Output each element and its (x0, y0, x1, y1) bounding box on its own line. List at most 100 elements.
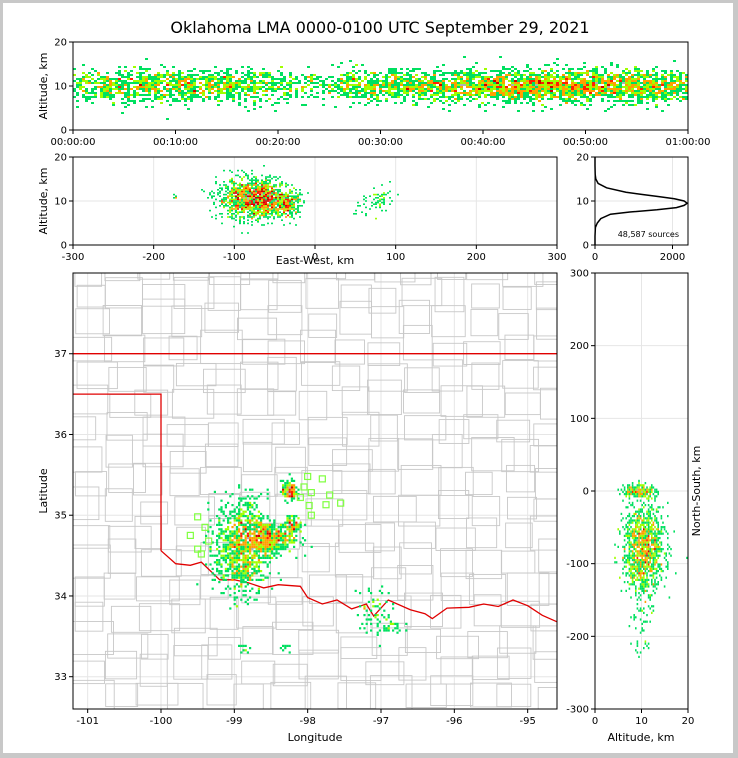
plan-view-bin (251, 537, 254, 540)
plan-view-bin (238, 572, 241, 575)
time-altitude-bin (616, 90, 619, 92)
plan-view-bin (290, 499, 293, 502)
time-altitude-bin (664, 98, 667, 100)
north-south-bin (636, 578, 639, 581)
time-altitude-bin (274, 82, 277, 84)
time-altitude-bin (250, 88, 253, 90)
time-altitude-bin (157, 98, 160, 100)
time-altitude-bin (526, 70, 529, 72)
time-altitude-bin (391, 96, 394, 98)
time-altitude-bin (208, 84, 211, 86)
plan-view-bin (244, 550, 247, 553)
east-west-bin (281, 203, 283, 205)
plan-view-bin (244, 526, 247, 529)
time-altitude-bin (556, 76, 559, 78)
plan-view-bin (224, 515, 227, 518)
east-west-bin (257, 217, 259, 220)
time-altitude-bin (226, 88, 229, 90)
time-altitude-bin (412, 84, 415, 86)
time-altitude-bin (226, 94, 229, 96)
time-altitude-bin (670, 72, 673, 74)
plan-view-bin (249, 534, 252, 537)
east-west-bin (297, 193, 299, 196)
time-altitude-bin (655, 96, 658, 98)
time-altitude-bin (403, 88, 406, 90)
plan-view-bin (293, 545, 296, 548)
time-altitude-bin (388, 86, 391, 88)
plan-view-bin (363, 605, 366, 608)
plan-view-bin (253, 554, 256, 557)
time-altitude-bin (343, 80, 346, 82)
time-altitude-bin (286, 102, 289, 104)
north-south-bin (654, 545, 656, 548)
time-altitude-bin (469, 68, 472, 70)
plan-view-bin (286, 519, 289, 522)
time-altitude-bin (430, 78, 433, 80)
time-altitude-bin (496, 98, 499, 100)
map-ytick-label: 35 (54, 511, 67, 522)
time-altitude-bin (685, 88, 688, 90)
north-south-bin (631, 519, 634, 522)
time-altitude-bin (412, 96, 415, 98)
time-altitude-bin (526, 64, 529, 66)
time-altitude-bin (382, 84, 385, 86)
east-west-bin (217, 192, 219, 194)
north-south-bin (635, 587, 637, 590)
plan-view-bin (240, 565, 243, 568)
plan-view-bin (255, 545, 258, 548)
plan-view-bin (249, 596, 252, 599)
time-altitude-bin (607, 80, 610, 82)
time-altitude-bin (646, 72, 649, 74)
plan-view-bin (290, 484, 293, 487)
time-altitude-bin (301, 96, 304, 98)
time-altitude-bin (574, 90, 577, 92)
plan-view-bin (233, 517, 236, 520)
time-altitude-bin (667, 82, 670, 84)
time-altitude-bin (370, 84, 373, 86)
time-altitude-bin (610, 88, 613, 90)
time-altitude-bin (652, 70, 655, 72)
time-altitude-bin (142, 68, 145, 70)
time-altitude-bin (256, 96, 259, 98)
time-altitude-bin (154, 98, 157, 100)
plan-view-bin (242, 589, 245, 592)
time-altitude-bin (118, 66, 121, 68)
time-altitude-bin (115, 92, 118, 94)
north-south-bin (646, 550, 648, 553)
plan-view-bin (392, 603, 395, 606)
east-west-bin (287, 195, 289, 197)
east-west-bin (273, 209, 275, 212)
time-altitude-bin (259, 80, 262, 82)
plan-view-bin (244, 561, 247, 564)
time-altitude-bin (532, 102, 535, 104)
time-altitude-bin (643, 92, 646, 94)
time-altitude-bin (637, 70, 640, 72)
east-west-bin (251, 208, 253, 210)
plan-view-bin (251, 523, 254, 526)
plan-view-bin (257, 545, 260, 548)
time-altitude-bin (166, 74, 169, 76)
time-altitude-bin (127, 78, 130, 80)
plan-view-bin (235, 543, 238, 546)
county-outline (398, 494, 441, 527)
time-altitude-bin (202, 76, 205, 78)
plan-view-bin (257, 517, 260, 520)
east-west-bin (253, 197, 255, 199)
time-altitude-bin (100, 86, 103, 88)
time-altitude-bin (331, 76, 334, 78)
north-south-bin (644, 521, 647, 524)
time-altitude-bin (208, 86, 211, 88)
east-west-bin (235, 205, 237, 207)
time-altitude-bin (160, 74, 163, 76)
north-south-bin (630, 517, 632, 520)
time-altitude-bin (685, 86, 688, 88)
time-altitude-bin (664, 76, 667, 78)
time-altitude-bin (427, 86, 430, 88)
time-altitude-bin (508, 72, 511, 74)
east-west-bin (275, 209, 277, 212)
map-xtick-label: -100 (150, 716, 173, 727)
map-xtick-label: -95 (519, 716, 535, 727)
north-south-bin (647, 539, 650, 542)
east-west-bin (173, 197, 175, 199)
plan-view-bin (246, 545, 249, 548)
